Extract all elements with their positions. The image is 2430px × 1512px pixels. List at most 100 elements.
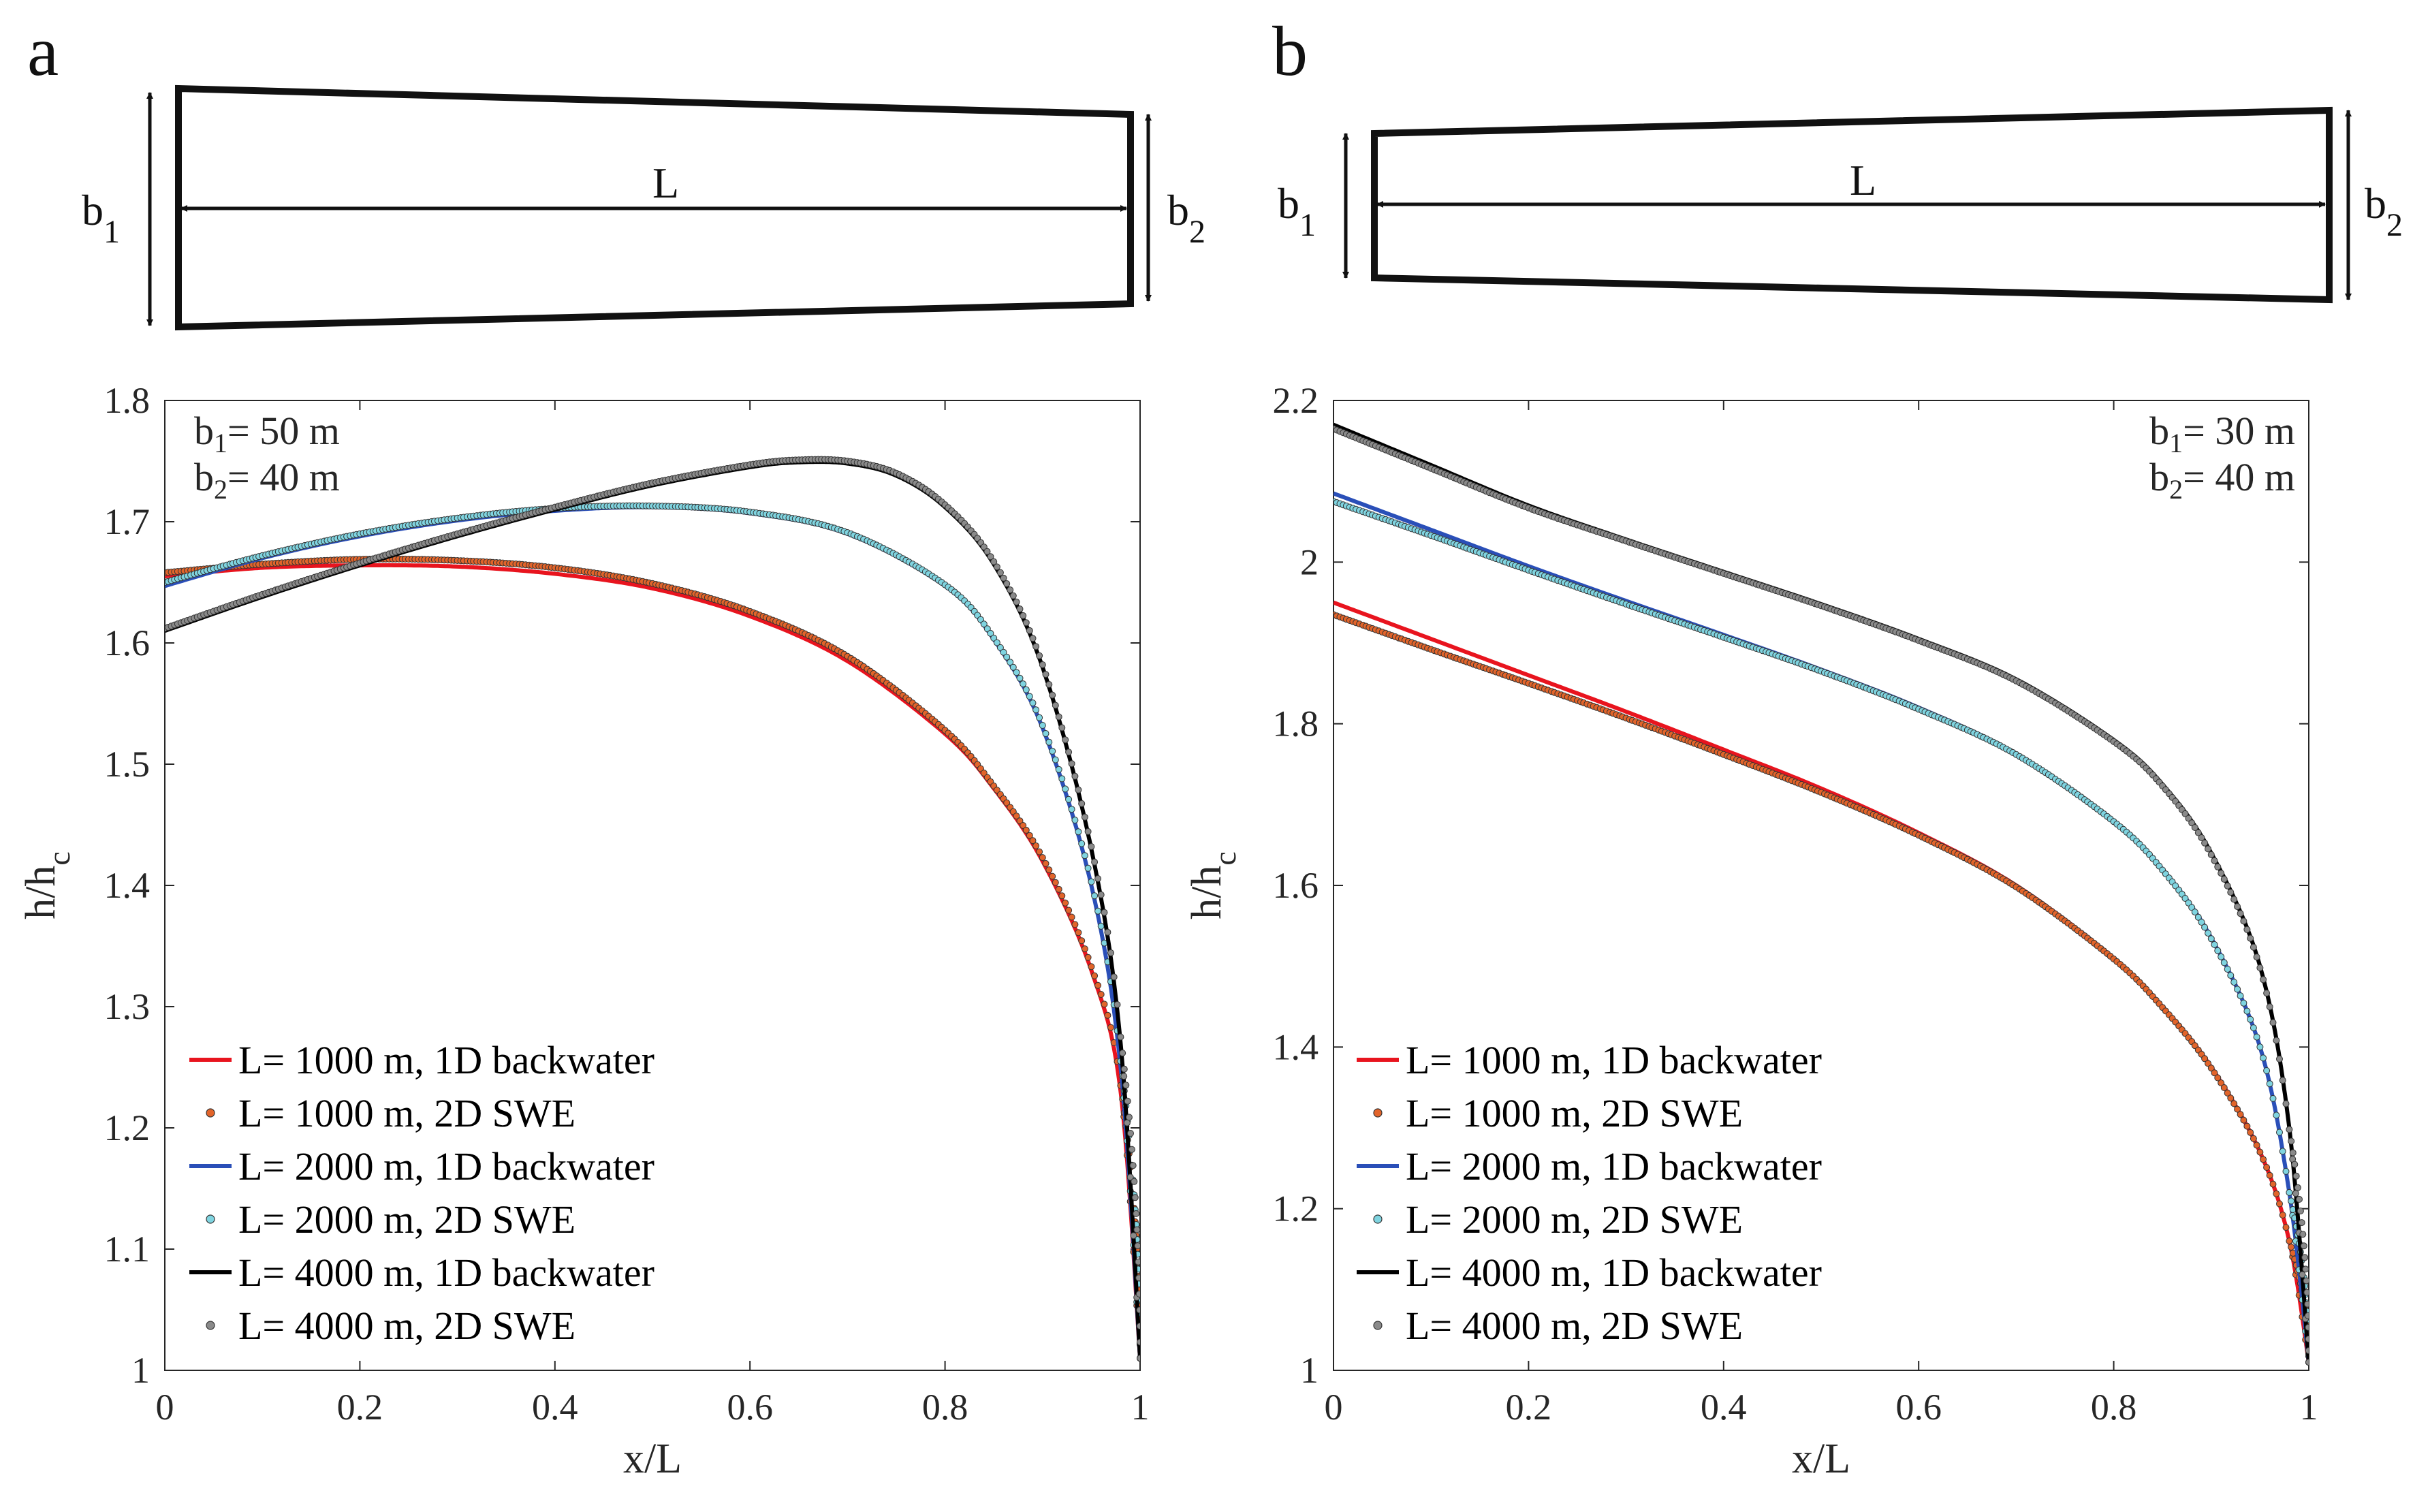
series-marker <box>2191 909 2198 916</box>
series-marker <box>2181 895 2189 902</box>
series-marker <box>2205 930 2212 937</box>
series-marker <box>2305 1359 2309 1366</box>
series-marker <box>996 644 1004 651</box>
series-marker <box>1007 659 1014 666</box>
series-marker <box>1055 713 1062 721</box>
y-tick-label: 2.2 <box>1273 380 1319 421</box>
series-marker <box>1036 652 1043 659</box>
series-marker <box>2224 1089 2231 1097</box>
series-marker <box>1081 813 1088 821</box>
series-marker <box>1104 1011 1111 1019</box>
x-axis-title: x/L <box>1792 1436 1850 1482</box>
series-marker <box>2300 1242 2307 1250</box>
series-marker <box>1052 702 1059 709</box>
series-marker <box>1058 775 1066 783</box>
x-tick-label: 0.4 <box>532 1387 578 1428</box>
y-tick-label: 1.8 <box>104 380 151 421</box>
series-marker <box>2292 1190 2299 1197</box>
x-tick-label: 0.2 <box>1506 1387 1552 1428</box>
series-marker <box>2303 1289 2309 1296</box>
series-marker <box>993 639 1000 646</box>
series-marker <box>2237 1111 2244 1118</box>
y-tick-label: 1.4 <box>104 865 151 906</box>
series-marker <box>2243 1007 2251 1015</box>
series-marker <box>2282 1167 2290 1175</box>
series-marker <box>2282 1224 2290 1231</box>
series-marker <box>1029 837 1037 845</box>
series-marker <box>2304 1312 2309 1319</box>
series-marker <box>1136 1306 1140 1314</box>
y-tick-label: 1.5 <box>104 744 151 785</box>
series-marker <box>2220 1084 2228 1091</box>
series-marker <box>1045 866 1053 874</box>
series-marker <box>1078 937 1086 945</box>
series-marker <box>2218 953 2225 960</box>
series-marker <box>2256 1043 2264 1051</box>
panel-letter-a: a <box>27 12 59 91</box>
series-marker <box>1068 760 1075 768</box>
x-tick-label: 0.8 <box>2091 1387 2137 1428</box>
series-marker <box>2286 1126 2293 1133</box>
series-markers <box>165 555 1140 1362</box>
series-marker <box>1026 693 1033 700</box>
series-marker <box>2266 1080 2273 1088</box>
series-marker <box>1029 635 1037 642</box>
series-marker <box>2205 1060 2212 1067</box>
series-marker <box>2253 1141 2260 1149</box>
y-tick-label: 1.6 <box>1273 865 1319 906</box>
y-tick-label: 1.2 <box>104 1107 151 1148</box>
series-marker <box>2299 1271 2306 1278</box>
series-marker <box>1065 749 1073 756</box>
series-marker <box>2263 1067 2271 1074</box>
series-marker <box>1022 826 1030 834</box>
series-marker <box>987 553 994 561</box>
series-marker <box>2201 839 2209 847</box>
b2-label-a: b2 <box>1167 186 1205 250</box>
series-marker <box>1039 854 1046 862</box>
y-tick-label: 1 <box>131 1350 150 1391</box>
series-group <box>1334 422 2309 1366</box>
legend-label: L= 4000 m, 1D backwater <box>238 1250 654 1295</box>
panel-letter-b: b <box>1272 12 1308 91</box>
series-marker <box>2260 1054 2267 1062</box>
x-tick-label: 0 <box>1325 1387 1343 1428</box>
series-marker <box>2273 1037 2280 1044</box>
series-marker <box>1117 1033 1124 1041</box>
series-marker <box>1133 1210 1140 1217</box>
series-marker <box>1020 822 1027 829</box>
series-marker <box>2299 1231 2307 1238</box>
series-marker <box>1049 872 1056 880</box>
series-marker <box>2292 1172 2300 1180</box>
series-marker <box>1131 1178 1138 1185</box>
x-tick-label: 0 <box>156 1387 174 1428</box>
series-marker <box>1135 1258 1140 1265</box>
b1-label-b: b1 <box>1278 179 1316 243</box>
width-annotation: b1= 30 m <box>2149 409 2295 458</box>
series-marker <box>1084 864 1092 872</box>
series-marker <box>1068 806 1075 813</box>
series-marker <box>1101 909 1108 916</box>
series-marker <box>2234 1105 2241 1113</box>
legend: L= 1000 m, 1D backwater L= 1000 m, 2D SWE… <box>189 1038 654 1348</box>
series-marker <box>977 616 984 623</box>
series-marker <box>2282 1100 2290 1107</box>
series-marker <box>2305 1347 2309 1354</box>
panel-a-schematic: a L b1 b2 <box>27 12 1205 331</box>
series-marker <box>1136 1323 1140 1329</box>
series-marker <box>2305 1336 2309 1342</box>
legend-marker-swatch <box>1373 1321 1383 1330</box>
series-marker <box>983 548 991 555</box>
series-marker <box>2218 870 2225 877</box>
series-marker <box>1039 722 1046 729</box>
series-marker <box>2201 924 2209 931</box>
series-marker <box>1003 799 1011 806</box>
b2-label-b: b2 <box>2365 179 2403 243</box>
series-marker <box>2214 947 2222 954</box>
series-marker <box>2227 972 2235 979</box>
x-tick-label: 0.8 <box>922 1387 968 1428</box>
series-marker <box>1135 1290 1140 1297</box>
series-marker <box>1128 1146 1135 1153</box>
series-marker <box>1075 929 1082 936</box>
series-marker <box>1107 949 1114 956</box>
y-tick-label: 1.3 <box>104 986 151 1027</box>
